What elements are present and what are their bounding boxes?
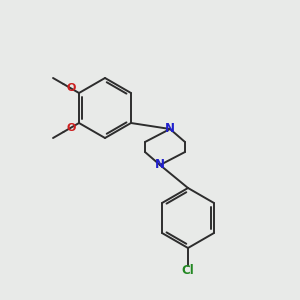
Text: Cl: Cl bbox=[182, 263, 194, 277]
Text: N: N bbox=[165, 122, 175, 136]
Text: N: N bbox=[155, 158, 165, 172]
Text: O: O bbox=[67, 83, 76, 93]
Text: O: O bbox=[67, 123, 76, 133]
